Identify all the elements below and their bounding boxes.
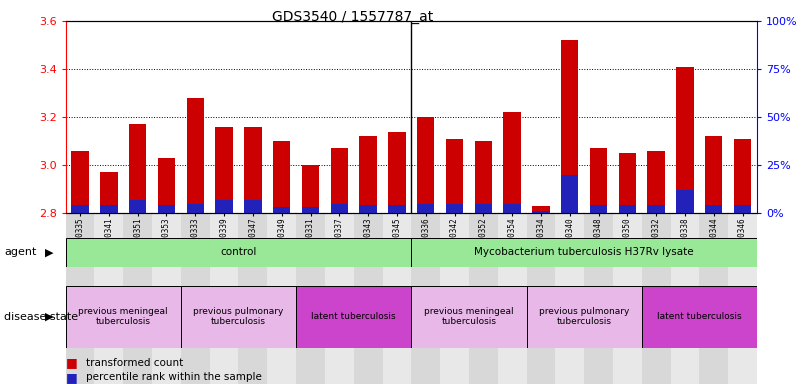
Bar	[129, 124, 147, 213]
Bar	[66, 286, 181, 348]
Bar	[590, 205, 607, 213]
Text: GDS3540 / 1557787_at: GDS3540 / 1557787_at	[272, 10, 433, 23]
Bar	[647, 151, 665, 213]
Bar	[71, 205, 89, 213]
Text: ■: ■	[66, 356, 78, 369]
Bar	[383, 213, 412, 384]
Bar	[613, 213, 642, 384]
Bar	[561, 40, 578, 213]
Bar	[526, 213, 555, 384]
Bar	[215, 127, 233, 213]
Bar	[734, 139, 751, 213]
Bar	[331, 204, 348, 213]
Bar	[734, 205, 751, 213]
Bar	[273, 207, 290, 213]
Bar	[302, 207, 319, 213]
Bar	[187, 98, 204, 213]
Bar	[388, 131, 405, 213]
Bar	[475, 141, 492, 213]
Bar	[244, 200, 262, 213]
Bar	[440, 213, 469, 384]
Bar	[526, 286, 642, 348]
Bar	[239, 213, 268, 384]
Bar	[590, 148, 607, 213]
Text: ▶: ▶	[46, 247, 54, 258]
Bar	[360, 136, 376, 213]
Bar	[676, 190, 694, 213]
Bar	[533, 211, 549, 213]
Bar	[360, 205, 376, 213]
Bar	[71, 151, 89, 213]
Bar	[446, 204, 463, 213]
Bar	[642, 286, 757, 348]
Bar	[100, 172, 118, 213]
Bar	[670, 213, 699, 384]
Bar	[412, 286, 526, 348]
Text: control: control	[220, 247, 256, 258]
Bar	[181, 286, 296, 348]
Bar	[705, 205, 723, 213]
Bar	[66, 238, 412, 267]
Bar	[676, 67, 694, 213]
Bar	[555, 213, 584, 384]
Bar	[215, 200, 233, 213]
Bar	[129, 200, 147, 213]
Bar	[158, 205, 175, 213]
Bar	[417, 204, 434, 213]
Text: previous pulmonary
tuberculosis: previous pulmonary tuberculosis	[193, 307, 284, 326]
Text: previous pulmonary
tuberculosis: previous pulmonary tuberculosis	[539, 307, 630, 326]
Bar	[699, 213, 728, 384]
Bar	[642, 213, 670, 384]
Text: latent tuberculosis: latent tuberculosis	[312, 312, 396, 321]
Bar	[210, 213, 239, 384]
Bar	[504, 204, 521, 213]
Bar	[618, 153, 636, 213]
Bar	[533, 206, 549, 213]
Bar	[302, 165, 319, 213]
Text: latent tuberculosis: latent tuberculosis	[657, 312, 742, 321]
Bar	[618, 205, 636, 213]
Bar	[331, 148, 348, 213]
Bar	[705, 136, 723, 213]
Bar	[504, 112, 521, 213]
Bar	[187, 204, 204, 213]
Bar	[181, 213, 210, 384]
Text: percentile rank within the sample: percentile rank within the sample	[86, 372, 262, 382]
Bar	[268, 213, 296, 384]
Bar	[66, 213, 95, 384]
Text: ■: ■	[66, 371, 78, 384]
Text: disease state: disease state	[4, 312, 78, 322]
Bar	[296, 286, 412, 348]
Bar	[497, 213, 526, 384]
Bar	[417, 117, 434, 213]
Bar	[388, 205, 405, 213]
Text: previous meningeal
tuberculosis: previous meningeal tuberculosis	[78, 307, 168, 326]
Bar	[100, 205, 118, 213]
Bar	[412, 238, 757, 267]
Text: agent: agent	[4, 247, 36, 258]
Text: Mycobacterium tuberculosis H37Rv lysate: Mycobacterium tuberculosis H37Rv lysate	[474, 247, 694, 258]
Bar	[123, 213, 152, 384]
Text: ▶: ▶	[46, 312, 54, 322]
Text: transformed count: transformed count	[86, 358, 183, 368]
Bar	[446, 139, 463, 213]
Bar	[647, 205, 665, 213]
Bar	[273, 141, 290, 213]
Bar	[158, 158, 175, 213]
Bar	[728, 213, 757, 384]
Bar	[296, 213, 325, 384]
Bar	[411, 213, 440, 384]
Text: previous meningeal
tuberculosis: previous meningeal tuberculosis	[424, 307, 513, 326]
Bar	[152, 213, 181, 384]
Bar	[325, 213, 354, 384]
Bar	[584, 213, 613, 384]
Bar	[244, 127, 262, 213]
Bar	[95, 213, 123, 384]
Bar	[475, 204, 492, 213]
Bar	[354, 213, 383, 384]
Bar	[561, 175, 578, 213]
Bar	[469, 213, 497, 384]
